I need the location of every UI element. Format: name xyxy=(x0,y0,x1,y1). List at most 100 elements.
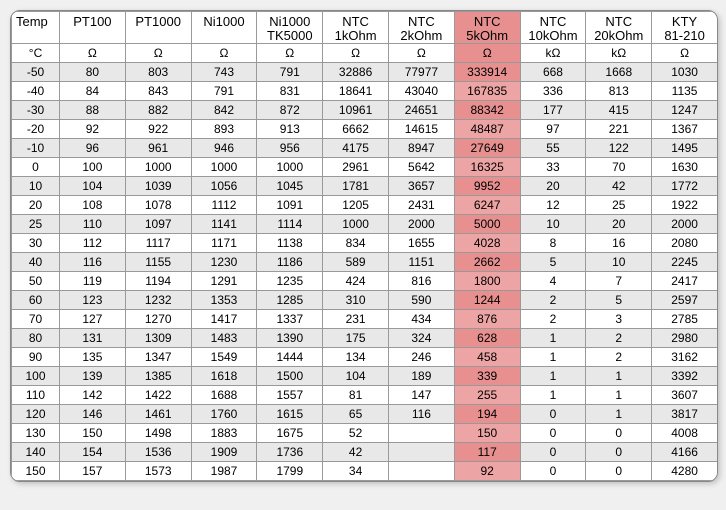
cell: 88342 xyxy=(454,101,520,120)
cell: 876 xyxy=(454,310,520,329)
cell: -10 xyxy=(12,139,60,158)
data-table: TempPT100PT1000Ni1000Ni1000TK5000NTC1kOh… xyxy=(11,11,718,481)
cell: 1799 xyxy=(257,462,323,481)
col-header-0: Temp xyxy=(12,12,60,44)
cell: 2 xyxy=(520,291,586,310)
col-unit-3: Ω xyxy=(191,44,257,63)
cell: 803 xyxy=(125,63,191,82)
cell: 177 xyxy=(520,101,586,120)
cell: 24651 xyxy=(388,101,454,120)
cell: 0 xyxy=(12,158,60,177)
cell: 112 xyxy=(60,234,126,253)
cell: 2000 xyxy=(652,215,718,234)
col-unit-0: °C xyxy=(12,44,60,63)
cell: 946 xyxy=(191,139,257,158)
cell: 1781 xyxy=(323,177,389,196)
cell: 1668 xyxy=(586,63,652,82)
col-unit-6: Ω xyxy=(388,44,454,63)
cell: 1347 xyxy=(125,348,191,367)
cell: 134 xyxy=(323,348,389,367)
cell: 1097 xyxy=(125,215,191,234)
cell: 50 xyxy=(12,272,60,291)
cell: 77977 xyxy=(388,63,454,82)
cell: 9952 xyxy=(454,177,520,196)
cell: 0 xyxy=(520,462,586,481)
cell: 1135 xyxy=(652,82,718,101)
cell: 3392 xyxy=(652,367,718,386)
cell: 122 xyxy=(586,139,652,158)
cell: 743 xyxy=(191,63,257,82)
cell: 1000 xyxy=(257,158,323,177)
cell: 1171 xyxy=(191,234,257,253)
cell: 140 xyxy=(12,443,60,462)
cell: 1987 xyxy=(191,462,257,481)
cell: 1141 xyxy=(191,215,257,234)
cell: 5 xyxy=(586,291,652,310)
cell: 255 xyxy=(454,386,520,405)
cell: 4175 xyxy=(323,139,389,158)
cell: 189 xyxy=(388,367,454,386)
cell: 0 xyxy=(520,443,586,462)
cell: 131 xyxy=(60,329,126,348)
cell: 1000 xyxy=(125,158,191,177)
cell: -30 xyxy=(12,101,60,120)
cell: 221 xyxy=(586,120,652,139)
cell: 3817 xyxy=(652,405,718,424)
cell: 1186 xyxy=(257,253,323,272)
cell: 97 xyxy=(520,120,586,139)
cell: 1444 xyxy=(257,348,323,367)
cell: 1615 xyxy=(257,405,323,424)
cell: 157 xyxy=(60,462,126,481)
cell: 1309 xyxy=(125,329,191,348)
cell: 1 xyxy=(586,367,652,386)
cell: 339 xyxy=(454,367,520,386)
cell xyxy=(388,462,454,481)
cell: -20 xyxy=(12,120,60,139)
cell xyxy=(388,424,454,443)
col-header-7: NTC5kOhm xyxy=(454,12,520,44)
cell: 1 xyxy=(520,367,586,386)
cell: 961 xyxy=(125,139,191,158)
cell: 142 xyxy=(60,386,126,405)
cell: 1235 xyxy=(257,272,323,291)
cell: 20 xyxy=(586,215,652,234)
cell: 1498 xyxy=(125,424,191,443)
cell: 3657 xyxy=(388,177,454,196)
cell: 42 xyxy=(323,443,389,462)
cell: 1000 xyxy=(191,158,257,177)
cell: 117 xyxy=(454,443,520,462)
cell: 65 xyxy=(323,405,389,424)
cell: 146 xyxy=(60,405,126,424)
cell: 2000 xyxy=(388,215,454,234)
table-row: 40116115512301186589115126625102245 xyxy=(12,253,718,272)
cell: 70 xyxy=(12,310,60,329)
cell: 336 xyxy=(520,82,586,101)
cell: 922 xyxy=(125,120,191,139)
table-row: 1501571573198717993492004280 xyxy=(12,462,718,481)
cell: 0 xyxy=(520,405,586,424)
cell: 831 xyxy=(257,82,323,101)
col-header-8: NTC10kOhm xyxy=(520,12,586,44)
table-row: 0100100010001000296156421632533701630 xyxy=(12,158,718,177)
cell: 116 xyxy=(388,405,454,424)
table-row: 1010410391056104517813657995220421772 xyxy=(12,177,718,196)
cell: 34 xyxy=(323,462,389,481)
cell: 246 xyxy=(388,348,454,367)
cell: 231 xyxy=(323,310,389,329)
cell: 834 xyxy=(323,234,389,253)
cell: 110 xyxy=(60,215,126,234)
cell: 2662 xyxy=(454,253,520,272)
cell: 913 xyxy=(257,120,323,139)
table-row: 80131130914831390175324628122980 xyxy=(12,329,718,348)
cell: 0 xyxy=(586,443,652,462)
cell: 1232 xyxy=(125,291,191,310)
table-row: 90135134715491444134246458123162 xyxy=(12,348,718,367)
cell: -40 xyxy=(12,82,60,101)
cell: 2417 xyxy=(652,272,718,291)
cell: 1091 xyxy=(257,196,323,215)
cell: 55 xyxy=(520,139,586,158)
cell: 1114 xyxy=(257,215,323,234)
cell: 2 xyxy=(586,348,652,367)
cell: 1500 xyxy=(257,367,323,386)
cell: 150 xyxy=(12,462,60,481)
